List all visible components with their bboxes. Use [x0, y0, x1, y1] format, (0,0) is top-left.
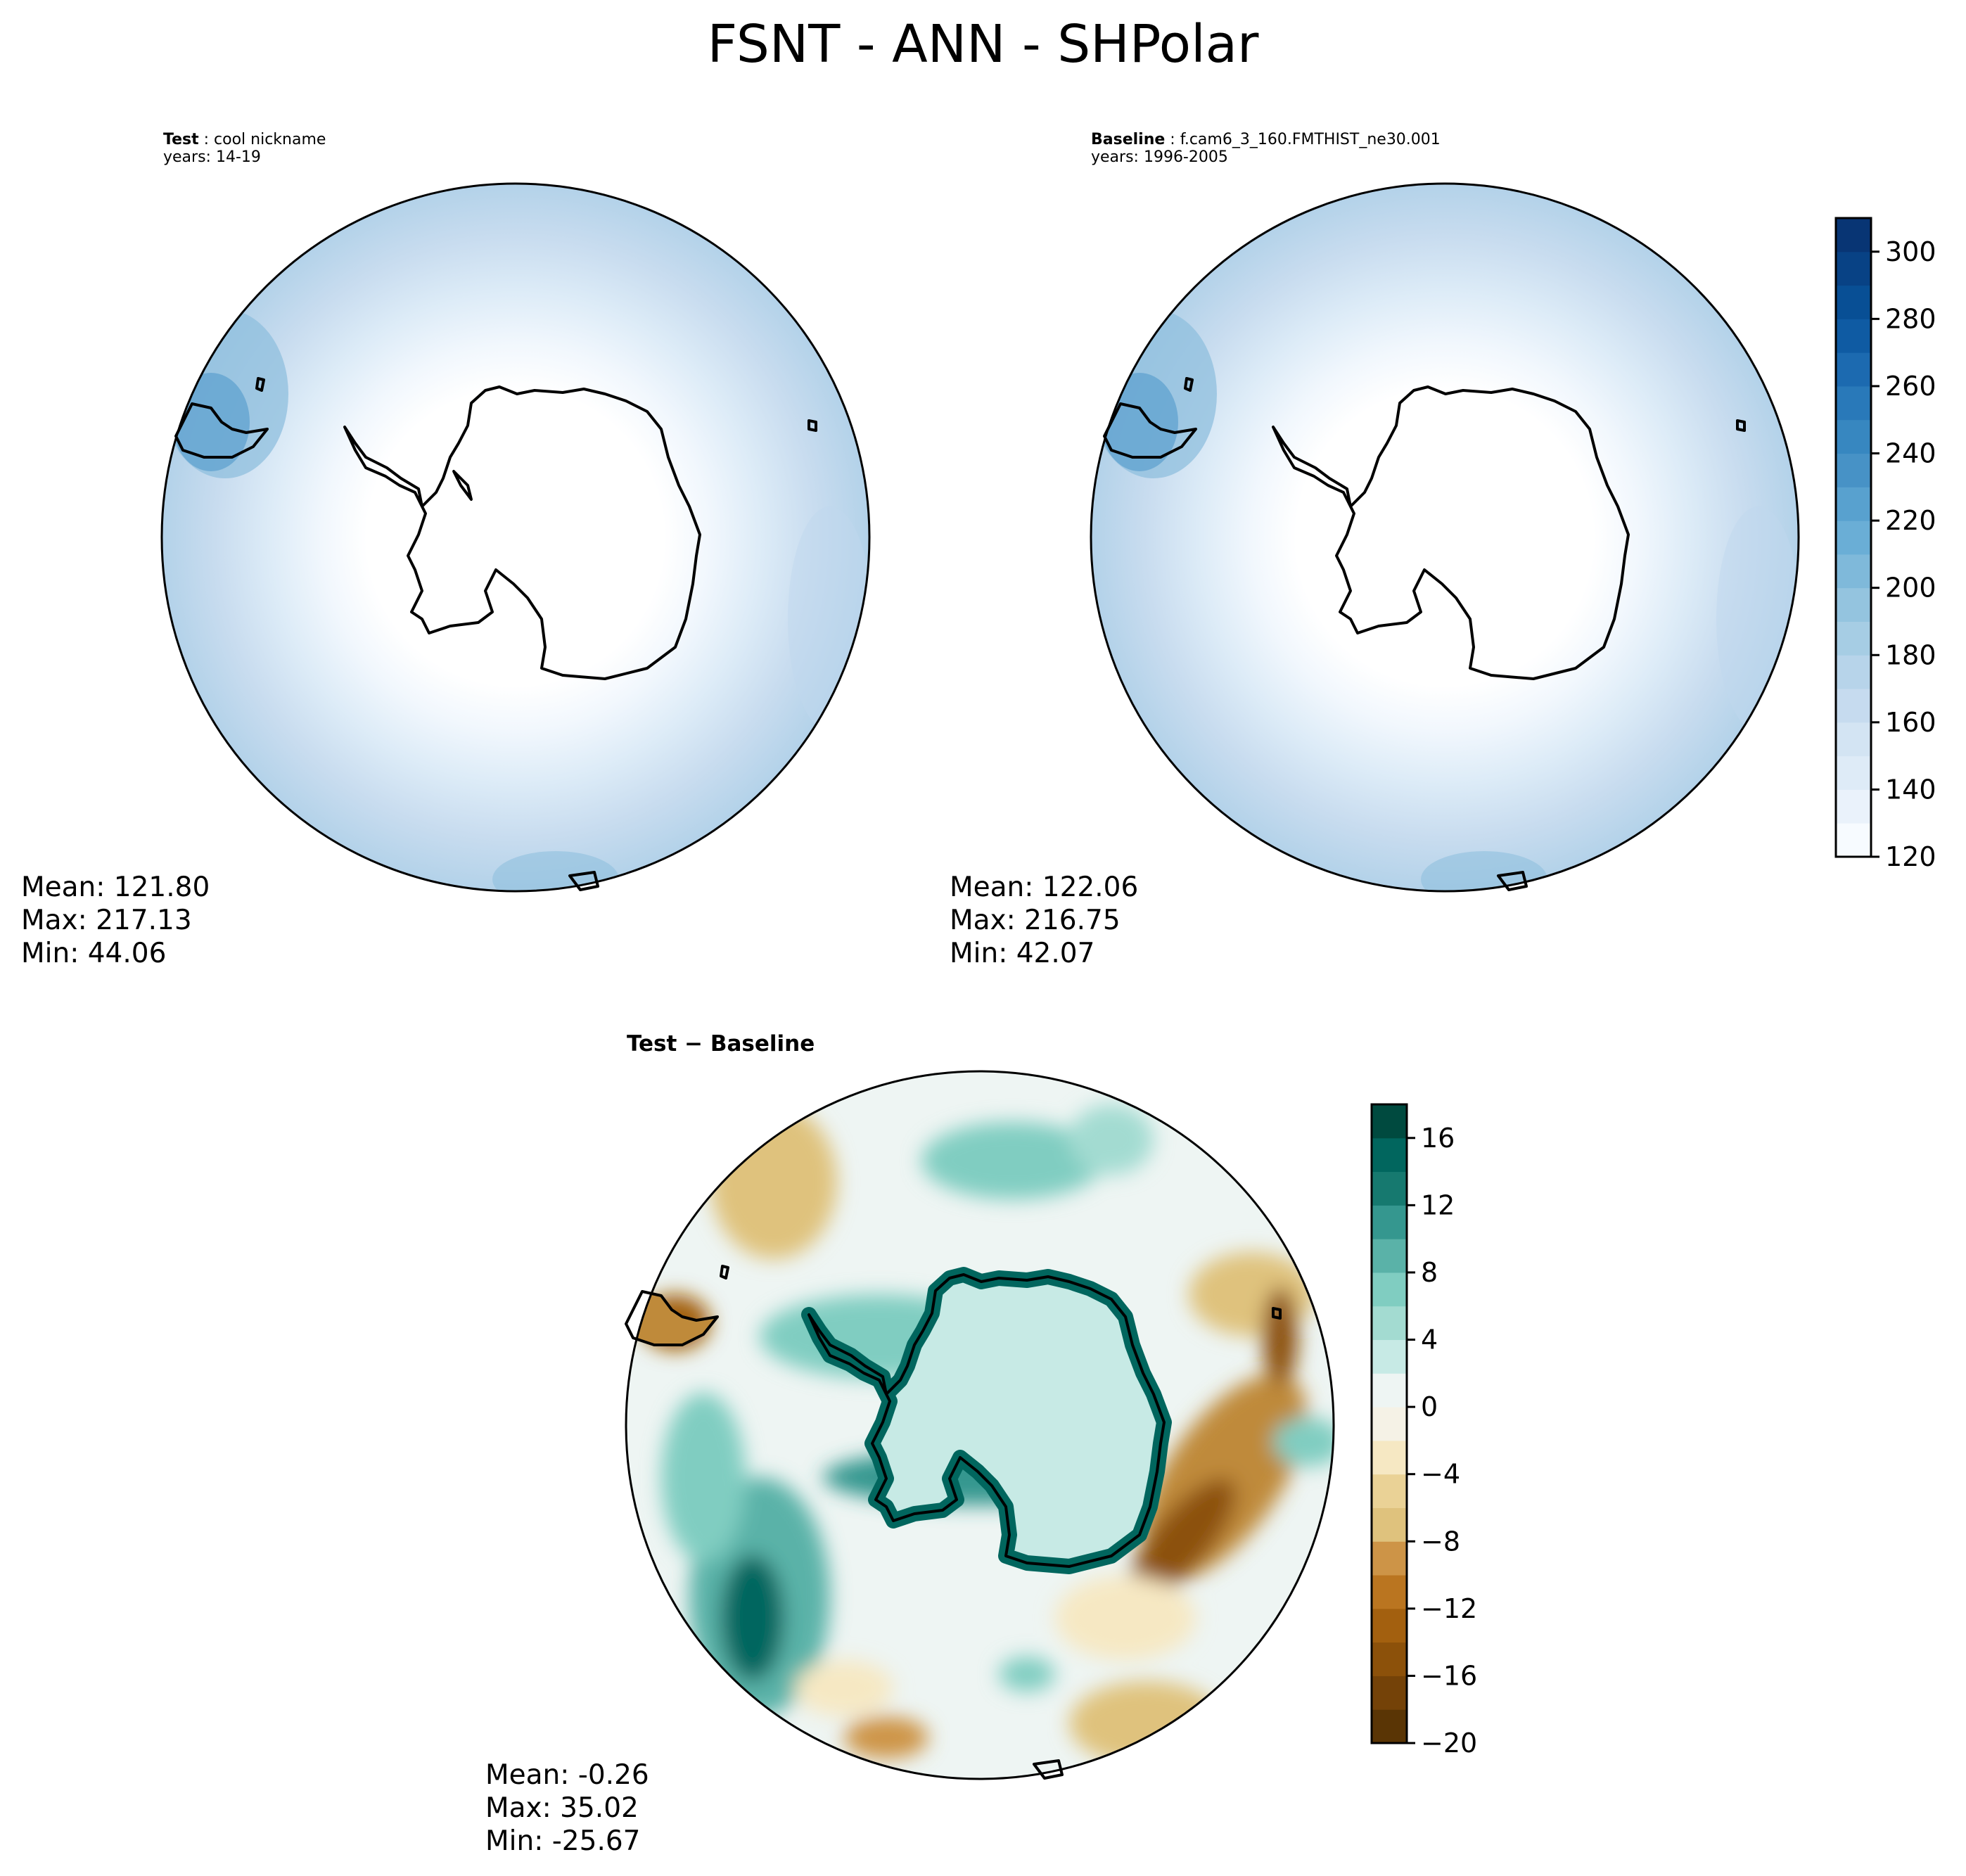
- test-name: cool nickname: [214, 131, 326, 148]
- test-stats: Mean: 121.80 Max: 217.13 Min: 44.06: [21, 871, 210, 970]
- colorbar-difference-level-14: [1372, 1239, 1407, 1273]
- colorbar-fsnt-tick-label: 260: [1885, 371, 1936, 402]
- test-years: years: 14-19: [163, 148, 261, 166]
- colorbar-fsnt-level-15: [1836, 319, 1871, 353]
- baseline-min: Min: 42.07: [950, 938, 1095, 969]
- colorbar-fsnt-level-14: [1836, 352, 1871, 387]
- colorbar-difference-tick-label: −20: [1421, 1728, 1477, 1759]
- difference-title: Test − Baseline: [627, 1031, 815, 1057]
- figure-title: FSNT - ANN - SHPolar: [707, 14, 1259, 75]
- colorbar-fsnt-level-0: [1836, 823, 1871, 857]
- colorbar-difference-level-1: [1372, 1676, 1407, 1710]
- colorbar-fsnt-level-11: [1836, 453, 1871, 487]
- colorbar-fsnt-tick-label: 180: [1885, 639, 1936, 670]
- colorbar-fsnt-tick-label: 280: [1885, 303, 1936, 334]
- test-field: [162, 184, 869, 891]
- baseline-years: years: 1996-2005: [1091, 148, 1228, 166]
- colorbar-difference-level-4: [1372, 1575, 1407, 1609]
- baseline-coastlines: [1103, 377, 1746, 891]
- colorbar-difference-level-5: [1372, 1541, 1407, 1576]
- colorbar-fsnt-level-3: [1836, 722, 1871, 757]
- colorbar-fsnt-level-1: [1836, 789, 1871, 824]
- colorbar-difference-level-12: [1372, 1306, 1407, 1341]
- test-label: Test: [163, 131, 199, 148]
- difference-stats: Mean: -0.26 Max: 35.02 Min: -25.67: [485, 1759, 649, 1858]
- baseline-map-boundary: [1090, 182, 1800, 893]
- colorbar-difference-level-16: [1372, 1171, 1407, 1206]
- colorbar-difference-tick-label: −8: [1421, 1526, 1460, 1557]
- colorbar-difference-tick-label: −12: [1421, 1593, 1477, 1624]
- colorbar-difference-level-18: [1372, 1104, 1407, 1139]
- colorbar-difference-level-0: [1372, 1709, 1407, 1744]
- colorbar-difference-tick-label: −16: [1421, 1660, 1477, 1691]
- colorbar-fsnt-level-6: [1836, 621, 1871, 656]
- colorbar-fsnt-level-7: [1836, 587, 1871, 622]
- difference-min: Min: -25.67: [485, 1825, 641, 1857]
- baseline-field: [1091, 184, 1799, 891]
- test-max: Max: 217.13: [21, 905, 192, 936]
- colorbar-fsnt-level-16: [1836, 285, 1871, 319]
- baseline-name: f.cam6_3_160.FMTHIST_ne30.001: [1180, 131, 1441, 148]
- colorbar-difference-tick-label: −4: [1421, 1459, 1460, 1490]
- test-coastlines: [174, 377, 817, 891]
- difference-max: Max: 35.02: [485, 1792, 639, 1824]
- colorbar-difference-level-15: [1372, 1205, 1407, 1239]
- colorbar-fsnt-level-2: [1836, 755, 1871, 790]
- colorbar-fsnt-level-10: [1836, 487, 1871, 521]
- colorbar-fsnt-tick-label: 200: [1885, 573, 1936, 604]
- colorbar-difference-level-17: [1372, 1137, 1407, 1173]
- colorbar-difference-level-6: [1372, 1507, 1407, 1542]
- colorbar-fsnt-tick-label: 120: [1885, 841, 1936, 872]
- colorbar-difference-tick-label: 16: [1421, 1123, 1455, 1154]
- colorbar-fsnt-level-9: [1836, 521, 1871, 555]
- baseline-max: Max: 216.75: [950, 905, 1121, 936]
- colorbar-difference-level-11: [1372, 1339, 1407, 1374]
- colorbar-fsnt: 120 140 160 180 200 220 240 260 280 300: [1834, 217, 1936, 872]
- colorbar-difference-level-9: [1372, 1407, 1407, 1441]
- colorbar-difference-level-10: [1372, 1373, 1407, 1408]
- difference-field: [625, 1071, 1334, 1780]
- difference-map-boundary: [625, 1070, 1335, 1780]
- colorbar-difference-frame: [1370, 1103, 1408, 1744]
- colorbar-difference-level-2: [1372, 1642, 1407, 1676]
- test-mean: Mean: 121.80: [21, 872, 210, 903]
- colorbar-fsnt-tick-label: 240: [1885, 438, 1936, 469]
- colorbar-fsnt-tick-label: 140: [1885, 774, 1936, 805]
- colorbar-difference-tick-label: 0: [1421, 1391, 1438, 1422]
- colorbar-difference-level-13: [1372, 1272, 1407, 1307]
- difference-mean: Mean: -0.26: [485, 1759, 649, 1791]
- colorbar-difference-level-7: [1372, 1474, 1407, 1508]
- colorbar-fsnt-level-13: [1836, 385, 1871, 421]
- colorbar-fsnt-frame: [1834, 217, 1872, 858]
- colorbar-fsnt-level-18: [1836, 218, 1871, 253]
- colorbar-fsnt-tick-label: 160: [1885, 707, 1936, 738]
- colorbar-fsnt-level-17: [1836, 251, 1871, 286]
- colorbar-difference-tick-label: 12: [1421, 1189, 1455, 1220]
- colorbar-difference-tick-label: 8: [1421, 1257, 1438, 1288]
- colorbar-difference: −20 −16 −12 −8 −4 0 4 8 12 16: [1370, 1103, 1477, 1759]
- colorbar-difference-tick-label: 4: [1421, 1325, 1438, 1355]
- baseline-caption: Baseline : f.cam6_3_160.FMTHIST_ne30.001…: [1091, 131, 1441, 166]
- colorbar-fsnt-level-5: [1836, 655, 1871, 689]
- colorbar-fsnt-tick-label: 300: [1885, 236, 1936, 267]
- colorbar-difference-level-3: [1372, 1608, 1407, 1643]
- test-caption: Test : cool nickname years: 14-19: [163, 131, 326, 166]
- colorbar-difference-level-8: [1372, 1440, 1407, 1475]
- test-min: Min: 44.06: [21, 938, 167, 969]
- colorbar-fsnt-level-4: [1836, 689, 1871, 723]
- baseline-mean: Mean: 122.06: [950, 872, 1139, 903]
- baseline-label: Baseline: [1091, 131, 1166, 148]
- colorbar-fsnt-tick-label: 220: [1885, 505, 1936, 536]
- test-map-boundary: [160, 182, 871, 893]
- colorbar-fsnt-level-12: [1836, 419, 1871, 454]
- baseline-stats: Mean: 122.06 Max: 216.75 Min: 42.07: [950, 871, 1138, 970]
- colorbar-fsnt-level-8: [1836, 554, 1871, 589]
